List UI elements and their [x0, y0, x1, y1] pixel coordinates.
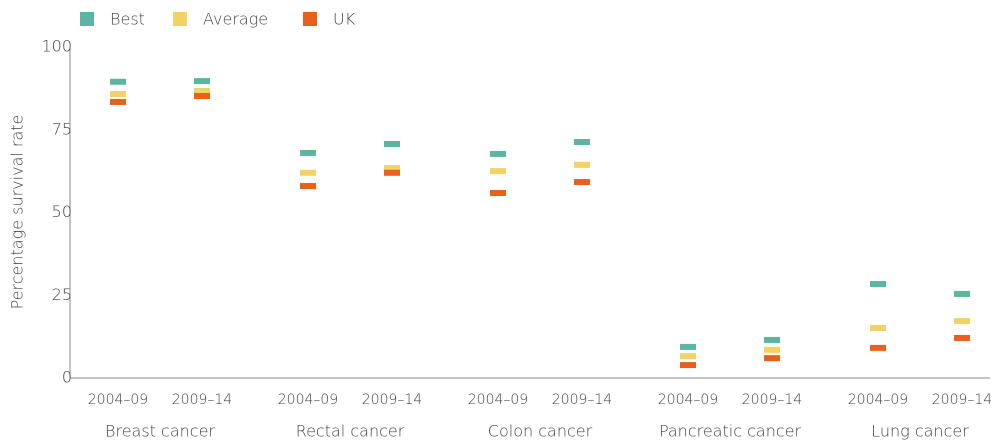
marker: [194, 78, 210, 85]
x-tick-label: 2004–09: [278, 392, 338, 408]
marker: [490, 168, 506, 175]
y-tick-label: 75: [52, 119, 72, 138]
marker: [110, 78, 126, 85]
legend-swatch: [303, 12, 317, 26]
y-axis-label: Percentage survival rate: [8, 115, 27, 310]
legend-swatch: [80, 12, 94, 26]
legend-label: Best: [110, 10, 145, 29]
marker: [490, 189, 506, 196]
marker: [110, 91, 126, 98]
group-label: Pancreatic cancer: [659, 422, 802, 441]
marker: [300, 149, 316, 156]
group-label: Colon cancer: [488, 422, 593, 441]
marker: [194, 88, 210, 95]
marker: [194, 92, 210, 99]
x-tick-label: 2004–09: [848, 392, 908, 408]
marker: [954, 290, 970, 297]
y-tick-label: 0: [62, 368, 72, 387]
marker: [574, 138, 590, 145]
x-tick-label: 2009–14: [172, 392, 232, 408]
marker: [574, 179, 590, 186]
marker: [680, 353, 696, 360]
marker: [680, 343, 696, 350]
marker: [764, 336, 780, 343]
x-tick-label: 2004–09: [468, 392, 528, 408]
marker: [574, 161, 590, 168]
marker: [870, 344, 886, 351]
marker: [384, 165, 400, 172]
x-tick-label: 2009–14: [742, 392, 802, 408]
marker: [384, 169, 400, 176]
x-tick-label: 2004–09: [658, 392, 718, 408]
marker: [384, 140, 400, 147]
marker: [300, 169, 316, 176]
legend-label: Average: [203, 10, 268, 29]
marker: [300, 183, 316, 190]
x-tick-label: 2009–14: [552, 392, 612, 408]
group-label: Rectal cancer: [296, 422, 405, 441]
x-tick-label: 2009–14: [362, 392, 422, 408]
y-tick-label: 100: [41, 37, 72, 56]
legend-label: UK: [333, 10, 356, 29]
group-label: Breast cancer: [105, 422, 215, 441]
group-label: Lung cancer: [871, 422, 969, 441]
marker: [490, 150, 506, 157]
marker: [870, 325, 886, 332]
legend-swatch: [173, 12, 187, 26]
marker: [764, 346, 780, 353]
marker: [870, 280, 886, 287]
marker: [954, 318, 970, 325]
x-tick-label: 2009–14: [932, 392, 992, 408]
marker: [764, 355, 780, 362]
marker: [680, 362, 696, 369]
y-tick-label: 50: [52, 202, 72, 221]
y-tick-label: 25: [52, 285, 72, 304]
x-tick-label: 2004–09: [88, 392, 148, 408]
marker: [110, 98, 126, 105]
marker: [954, 334, 970, 341]
